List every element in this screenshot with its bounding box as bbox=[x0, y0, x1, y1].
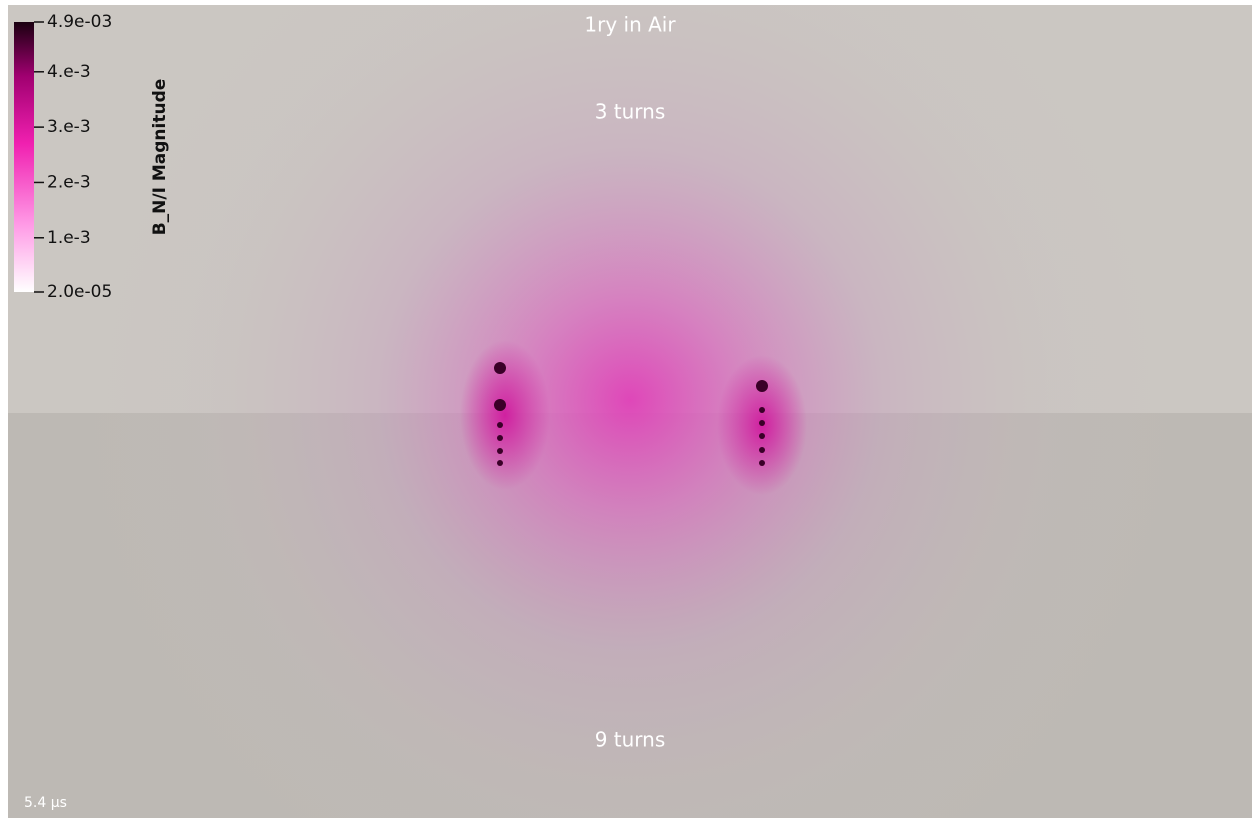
view-title: 1ry in Air bbox=[584, 13, 676, 37]
coil-glow bbox=[460, 340, 550, 490]
field-glow bbox=[8, 5, 1252, 818]
top-label: 3 turns bbox=[595, 100, 666, 124]
tick-label: 2.e-3 bbox=[47, 172, 91, 192]
colorbar-title: B_N/I Magnitude bbox=[150, 79, 170, 236]
tick-label: 2.0e-05 bbox=[47, 282, 112, 302]
tick-label: 4.e-3 bbox=[47, 62, 91, 82]
colorbar bbox=[14, 22, 34, 292]
bottom-label: 9 turns bbox=[595, 728, 666, 752]
tick-label: 1.e-3 bbox=[47, 228, 91, 248]
time-label: 5.4 µs bbox=[24, 795, 67, 811]
render-view: 1ry in Air 3 turns 9 turns 5.4 µs B_N/I … bbox=[0, 0, 1252, 820]
tick-label: 3.e-3 bbox=[47, 117, 91, 137]
tick-label: 4.9e-03 bbox=[47, 12, 112, 32]
